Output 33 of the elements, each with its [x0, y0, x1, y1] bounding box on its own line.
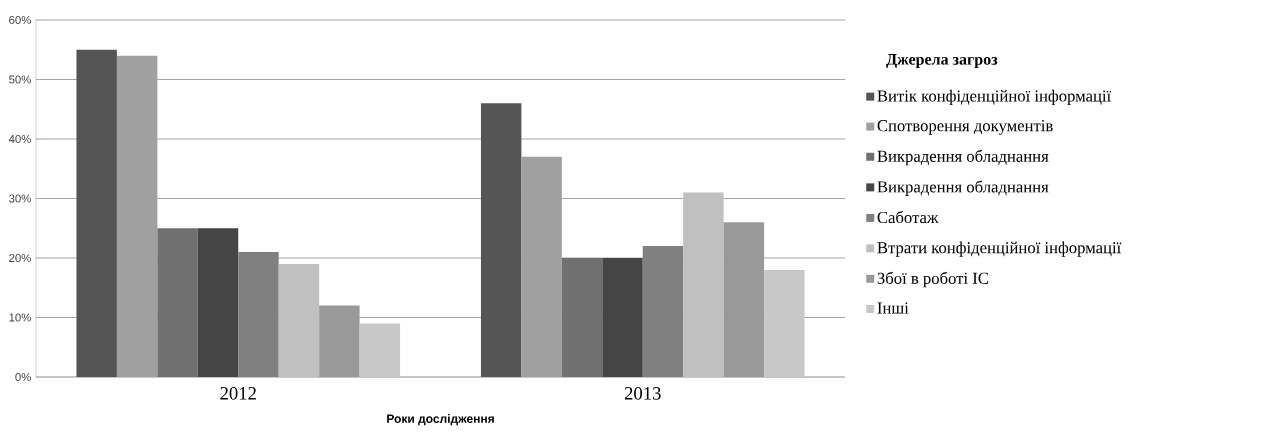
legend-label: Збої в роботі ІС — [877, 271, 989, 288]
bar — [561, 258, 603, 377]
bar — [602, 258, 643, 377]
bar — [319, 305, 360, 377]
x-tick-label: 2012 — [220, 387, 256, 400]
legend-label: Викрадення обладнання — [877, 149, 1049, 166]
bar — [157, 228, 198, 377]
legend-label: Спотворення документів — [877, 120, 1053, 135]
y-tick-label: 50% — [9, 75, 31, 84]
legend-label: Викрадення обладнання — [877, 180, 1049, 196]
bar — [642, 246, 684, 377]
bar — [278, 263, 320, 377]
y-tick-label: 20% — [9, 254, 31, 263]
y-tick-label: 0% — [15, 373, 31, 381]
bar — [764, 269, 805, 377]
bar — [683, 192, 724, 377]
bar — [76, 49, 117, 377]
legend-label: Втрати конфіденційної інформації — [877, 241, 1122, 257]
legend-label: Інші — [877, 302, 909, 314]
y-tick-label: 60% — [9, 16, 31, 25]
bar — [480, 103, 522, 377]
legend-label: Витік конфіденційної інформації — [877, 89, 1112, 105]
x-axis-title: Роки дослідження — [387, 414, 494, 426]
x-tick-label: 2013 — [624, 387, 661, 400]
y-tick-label: 40% — [8, 135, 31, 144]
bar — [238, 252, 279, 377]
y-tick-label: 30% — [9, 194, 31, 203]
bar — [197, 228, 239, 377]
legend-title: Джерела загроз — [886, 54, 998, 68]
y-tick-label: 10% — [9, 313, 31, 322]
bar — [723, 222, 765, 377]
bar — [359, 323, 401, 377]
legend-label: Саботаж — [877, 210, 939, 224]
